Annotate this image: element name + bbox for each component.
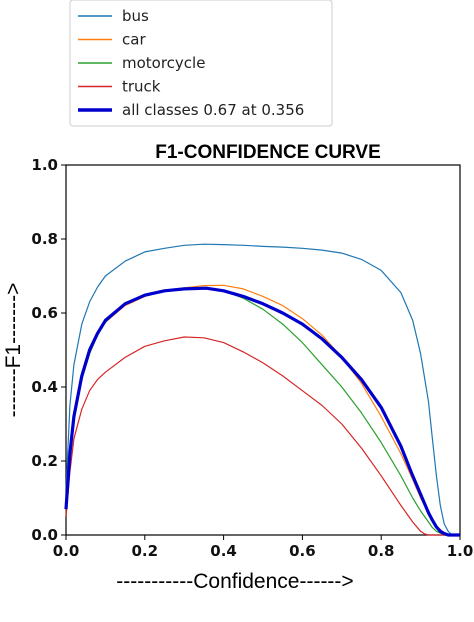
legend-label-3: truck (122, 78, 161, 96)
series-line-4 (64, 286, 460, 537)
y-tick-label: 0.0 (31, 526, 58, 544)
legend-label-4: all classes 0.67 at 0.356 (122, 101, 304, 119)
x-tick-label: 1.0 (447, 542, 474, 560)
series-line-3 (65, 336, 460, 536)
legend-box (69, 0, 333, 127)
x-axis-label: -----------Confidence------> (116, 570, 353, 593)
y-tick-label: 0.8 (31, 230, 58, 248)
plot-frame (65, 164, 461, 536)
legend: bus car motorcycle truck all classes 0.67 at… (69, 0, 333, 127)
x-tick-label: 0.6 (289, 542, 316, 560)
x-tick-label: 0.2 (132, 542, 159, 560)
series-line-2 (65, 288, 460, 536)
y-tick-label: 0.2 (31, 452, 58, 470)
series-layer (64, 243, 460, 537)
chart-title: F1-CONFIDENCE CURVE (155, 142, 381, 163)
x-tick-label: 0.0 (53, 542, 80, 560)
x-axis-ticks: 0.0 0.2 0.4 0.6 0.8 1.0 (53, 535, 474, 560)
legend-label-2: motorcycle (122, 54, 205, 72)
y-tick-label: 0.6 (31, 304, 58, 322)
x-tick-label: 0.4 (210, 542, 237, 560)
y-tick-label: 1.0 (31, 156, 58, 174)
y-tick-label: 0.4 (31, 378, 58, 396)
y-axis-ticks: 0.0 0.2 0.4 0.6 0.8 1.0 (31, 156, 66, 544)
legend-label-1: car (122, 31, 146, 49)
y-axis-label: -------F1-------> (2, 283, 25, 418)
series-line-0 (65, 243, 460, 536)
legend-label-0: bus (122, 7, 149, 25)
x-tick-label: 0.8 (368, 542, 395, 560)
series-line-1 (65, 284, 460, 536)
